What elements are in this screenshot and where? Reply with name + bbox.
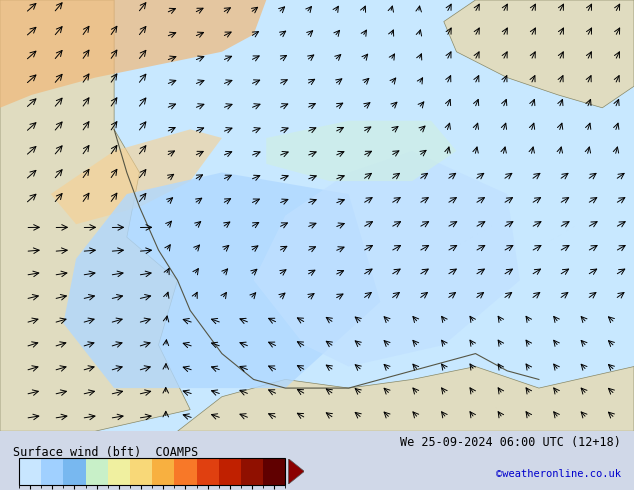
Polygon shape <box>63 172 380 388</box>
Text: ©weatheronline.co.uk: ©weatheronline.co.uk <box>496 469 621 479</box>
Polygon shape <box>266 121 456 181</box>
Polygon shape <box>444 0 634 108</box>
Polygon shape <box>51 129 222 224</box>
Polygon shape <box>0 0 266 108</box>
Polygon shape <box>254 151 520 367</box>
Polygon shape <box>178 367 634 431</box>
Text: Surface wind (bft)  COAMPS: Surface wind (bft) COAMPS <box>13 446 198 459</box>
Polygon shape <box>288 459 304 484</box>
Text: We 25-09-2024 06:00 UTC (12+18): We 25-09-2024 06:00 UTC (12+18) <box>401 436 621 449</box>
Polygon shape <box>0 0 190 431</box>
